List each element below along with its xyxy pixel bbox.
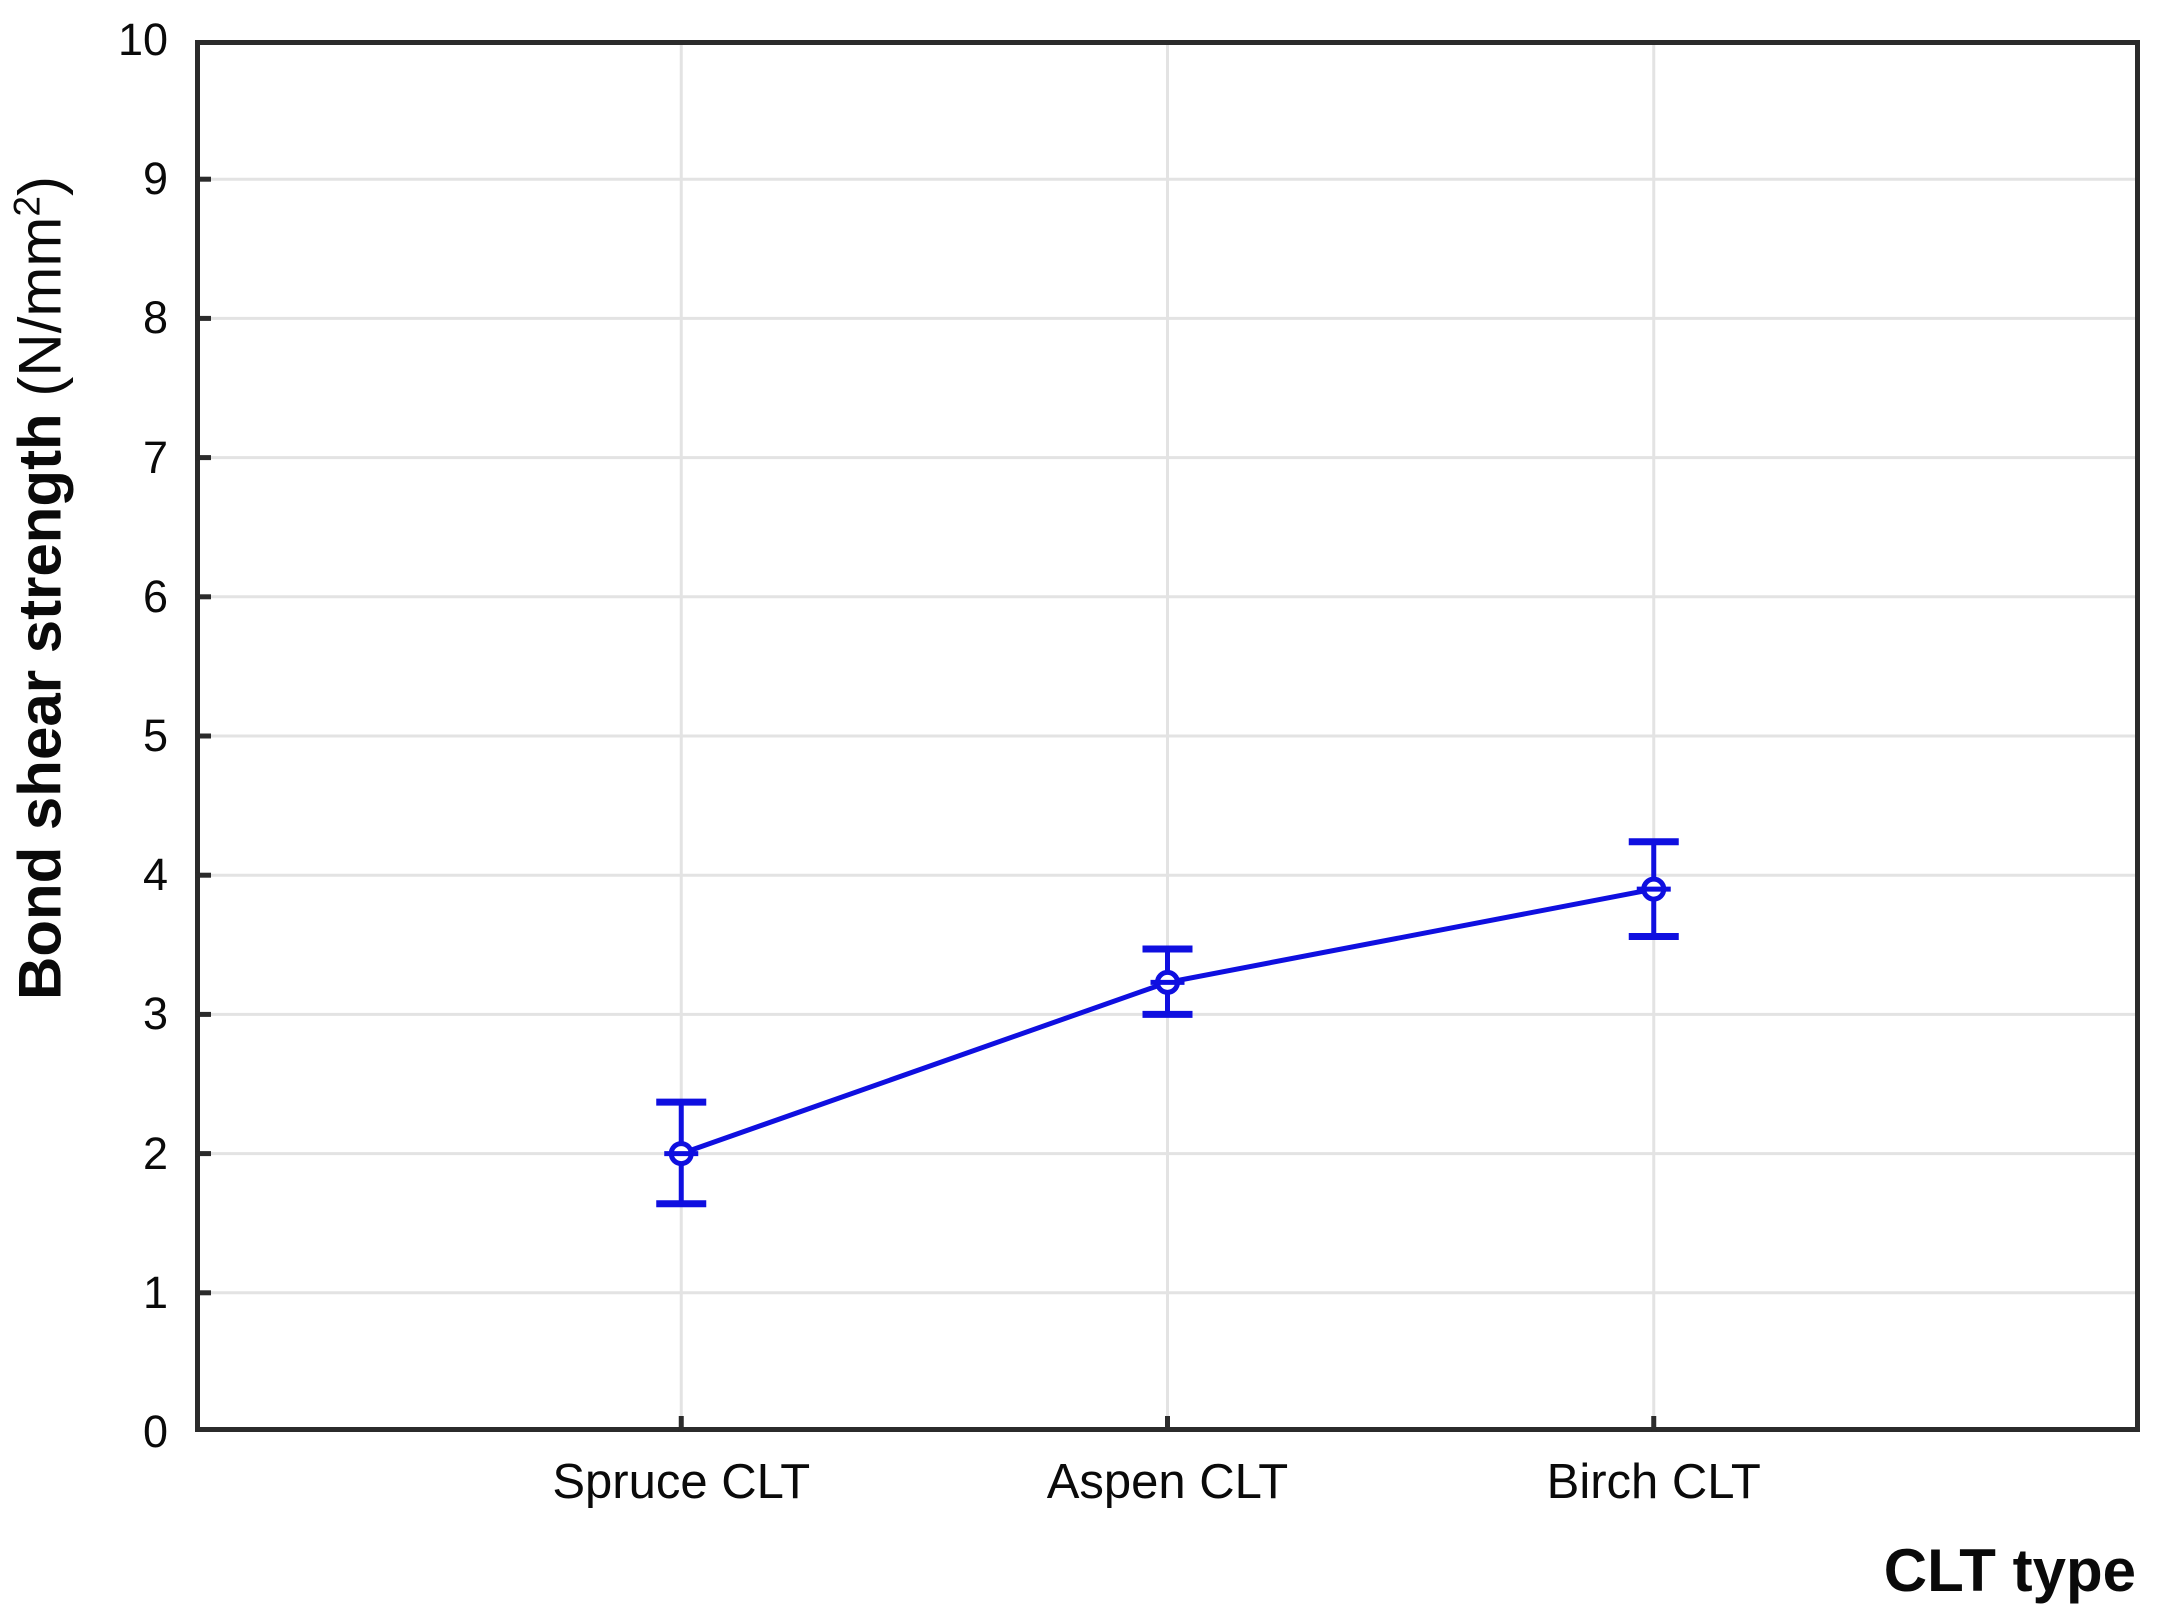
x-category-label: Birch CLT [1546,1455,1761,1509]
y-tick-label: 9 [142,153,168,205]
y-tick-label: 0 [142,1406,168,1457]
x-category-label: Aspen CLT [1046,1455,1289,1509]
x-category-label: Spruce CLT [552,1455,811,1509]
y-tick-label: 1 [142,1266,168,1318]
y-tick-label: 5 [142,710,168,761]
y-tick-label: 6 [142,570,168,622]
y-tick-label: 10 [117,14,168,65]
plot-svg [195,40,2140,1432]
y-tick-label: 2 [142,1127,168,1179]
y-tick-label: 3 [142,988,168,1040]
plot-area [195,40,2140,1432]
y-tick-label: 7 [142,431,168,483]
x-axis-title: CLT type [1883,1537,2136,1604]
y-tick-label: 8 [142,292,168,344]
y-tick-label: 4 [142,849,168,901]
